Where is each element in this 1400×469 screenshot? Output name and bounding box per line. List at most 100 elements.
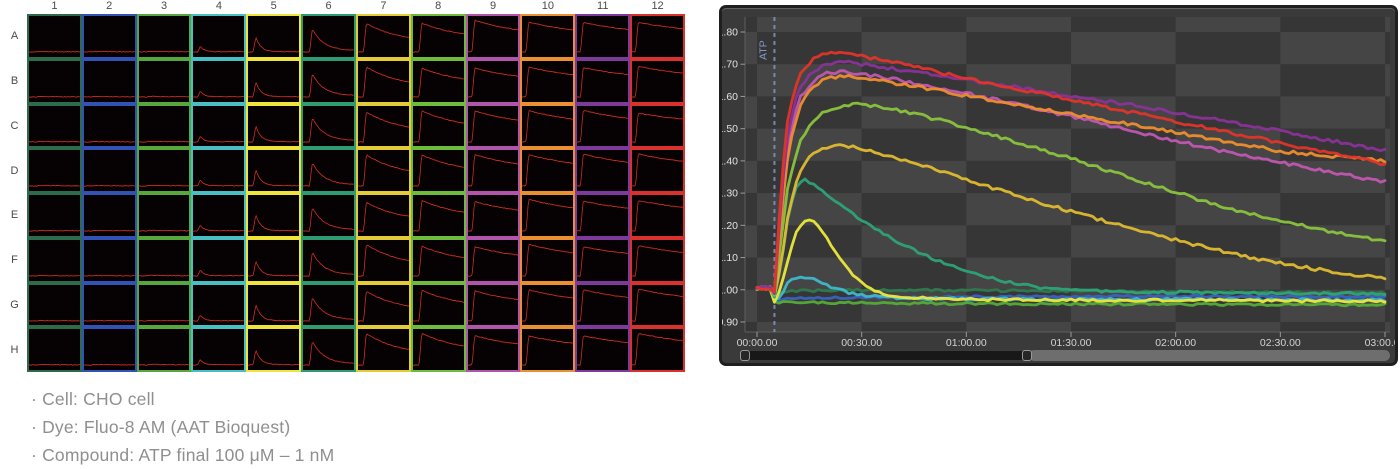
scrollbar-handle-right[interactable]	[1022, 350, 1033, 361]
well-E1[interactable]	[27, 193, 82, 238]
well-H4[interactable]	[191, 327, 247, 372]
well-B3[interactable]	[136, 58, 192, 104]
well-G6[interactable]	[301, 282, 356, 328]
kinetics-chart[interactable]: 1.80 1.70 1.60 1.50 1.40 1.30 1.20 1.10 1.00 0.90…	[722, 8, 1395, 363]
well-B5[interactable]	[246, 58, 302, 104]
well-G4[interactable]	[191, 282, 247, 328]
well-C7[interactable]	[355, 103, 411, 149]
well-A7[interactable]	[355, 14, 411, 59]
well-F7[interactable]	[355, 237, 411, 283]
well-B1[interactable]	[27, 58, 82, 104]
well-D3[interactable]	[136, 148, 192, 193]
well-E10[interactable]	[520, 193, 576, 238]
well-F3[interactable]	[136, 237, 192, 283]
well-B4[interactable]	[191, 58, 247, 104]
well-H11[interactable]	[575, 327, 631, 372]
well-F9[interactable]	[465, 237, 521, 283]
well-B8[interactable]	[410, 58, 466, 104]
well-A6[interactable]	[301, 14, 356, 59]
well-C5[interactable]	[246, 103, 302, 149]
well-H6[interactable]	[301, 327, 356, 372]
well-A4[interactable]	[191, 14, 247, 59]
scrollbar-handle-left[interactable]	[740, 350, 750, 361]
well-D12[interactable]	[630, 148, 685, 193]
well-C10[interactable]	[520, 103, 576, 149]
well-G5[interactable]	[246, 282, 302, 328]
well-C8[interactable]	[410, 103, 466, 149]
well-H8[interactable]	[410, 327, 466, 372]
well-B2[interactable]	[81, 58, 137, 104]
well-F12[interactable]	[630, 237, 685, 283]
well-G9[interactable]	[465, 282, 521, 328]
well-E11[interactable]	[575, 193, 631, 238]
well-C12[interactable]	[630, 103, 685, 149]
well-G2[interactable]	[81, 282, 137, 328]
well-B12[interactable]	[630, 58, 685, 104]
well-A12[interactable]	[630, 14, 685, 59]
well-C9[interactable]	[465, 103, 521, 149]
well-E4[interactable]	[191, 193, 247, 238]
well-F6[interactable]	[301, 237, 356, 283]
scrollbar-thumb[interactable]	[1029, 350, 1390, 361]
well-C11[interactable]	[575, 103, 631, 149]
well-E7[interactable]	[355, 193, 411, 238]
well-A2[interactable]	[81, 14, 137, 59]
well-E5[interactable]	[246, 193, 302, 238]
well-H1[interactable]	[27, 327, 82, 372]
well-G7[interactable]	[355, 282, 411, 328]
well-B6[interactable]	[301, 58, 356, 104]
well-D8[interactable]	[410, 148, 466, 193]
well-H10[interactable]	[520, 327, 576, 372]
well-G11[interactable]	[575, 282, 631, 328]
well-D4[interactable]	[191, 148, 247, 193]
well-F8[interactable]	[410, 237, 466, 283]
well-F5[interactable]	[246, 237, 302, 283]
well-E3[interactable]	[136, 193, 192, 238]
well-E6[interactable]	[301, 193, 356, 238]
well-A10[interactable]	[520, 14, 576, 59]
well-A3[interactable]	[136, 14, 192, 59]
well-D7[interactable]	[355, 148, 411, 193]
well-F2[interactable]	[81, 237, 137, 283]
well-B9[interactable]	[465, 58, 521, 104]
well-D2[interactable]	[81, 148, 137, 193]
well-G3[interactable]	[136, 282, 192, 328]
well-B11[interactable]	[575, 58, 631, 104]
well-A5[interactable]	[246, 14, 302, 59]
well-H5[interactable]	[246, 327, 302, 372]
well-H3[interactable]	[136, 327, 192, 372]
well-H7[interactable]	[355, 327, 411, 372]
well-H12[interactable]	[630, 327, 685, 372]
well-E12[interactable]	[630, 193, 685, 238]
well-A8[interactable]	[410, 14, 466, 59]
well-H2[interactable]	[81, 327, 137, 372]
well-G1[interactable]	[27, 282, 82, 328]
well-B10[interactable]	[520, 58, 576, 104]
well-G8[interactable]	[410, 282, 466, 328]
well-E9[interactable]	[465, 193, 521, 238]
well-E2[interactable]	[81, 193, 137, 238]
well-A1[interactable]	[27, 14, 82, 59]
well-C6[interactable]	[301, 103, 356, 149]
well-G12[interactable]	[630, 282, 685, 328]
well-F11[interactable]	[575, 237, 631, 283]
well-C4[interactable]	[191, 103, 247, 149]
well-G10[interactable]	[520, 282, 576, 328]
well-B7[interactable]	[355, 58, 411, 104]
well-A9[interactable]	[465, 14, 521, 59]
well-D6[interactable]	[301, 148, 356, 193]
well-D11[interactable]	[575, 148, 631, 193]
well-E8[interactable]	[410, 193, 466, 238]
well-C3[interactable]	[136, 103, 192, 149]
well-F4[interactable]	[191, 237, 247, 283]
well-F10[interactable]	[520, 237, 576, 283]
well-C2[interactable]	[81, 103, 137, 149]
well-D9[interactable]	[465, 148, 521, 193]
well-C1[interactable]	[27, 103, 82, 149]
well-A11[interactable]	[575, 14, 631, 59]
well-D10[interactable]	[520, 148, 576, 193]
well-D1[interactable]	[27, 148, 82, 193]
well-D5[interactable]	[246, 148, 302, 193]
well-F1[interactable]	[27, 237, 82, 283]
well-H9[interactable]	[465, 327, 521, 372]
